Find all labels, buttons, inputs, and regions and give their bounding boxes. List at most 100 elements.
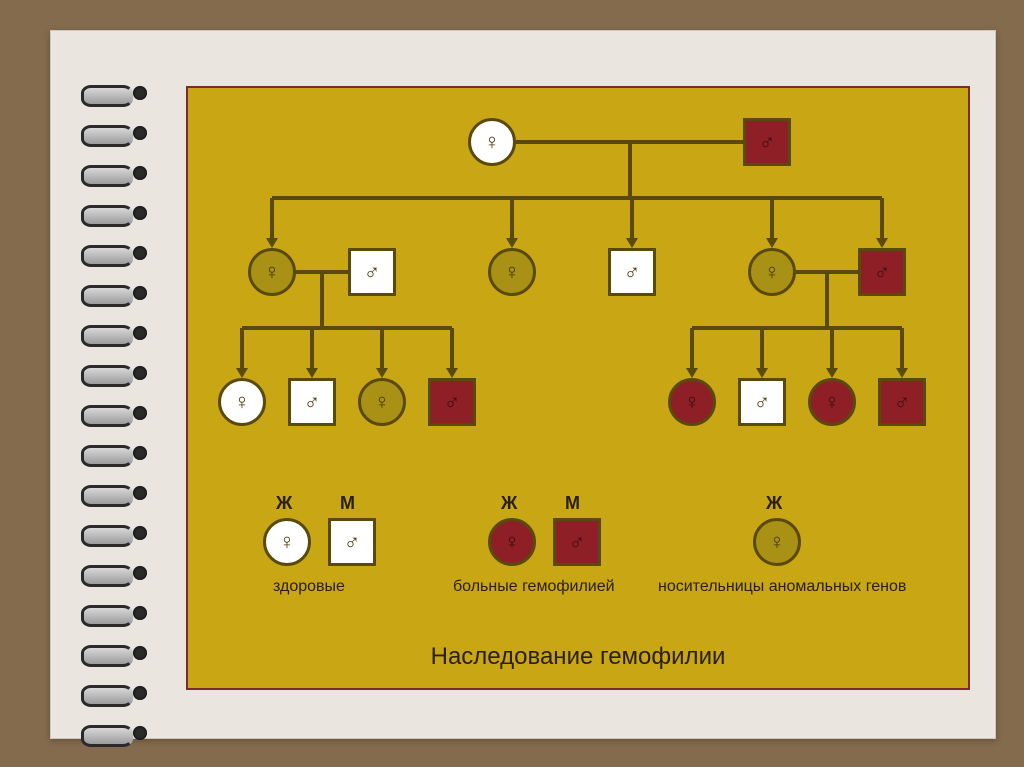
legend-sex-label: Ж: [501, 493, 517, 514]
node-male-healthy: ♂: [288, 378, 336, 426]
binding-ring: [81, 321, 145, 345]
connector-line: [380, 328, 384, 371]
ring-coil-icon: [81, 85, 133, 107]
arrowhead-icon: [376, 368, 388, 378]
node-male-affected: ♂: [858, 248, 906, 296]
binding-ring: [81, 401, 145, 425]
binding-ring: [81, 161, 145, 185]
binding-ring: [81, 121, 145, 145]
ring-hole-icon: [133, 726, 147, 740]
connector-line: [242, 326, 452, 330]
arrowhead-icon: [506, 238, 518, 248]
arrowhead-icon: [756, 368, 768, 378]
binding-ring: [81, 601, 145, 625]
diagram-title: Наследование гемофилии: [188, 643, 968, 671]
binding-ring: [81, 521, 145, 545]
female-symbol-icon: ♀: [504, 261, 521, 283]
arrowhead-icon: [626, 238, 638, 248]
female-symbol-icon: ♀: [764, 261, 781, 283]
female-symbol-icon: ♀: [279, 531, 296, 553]
connector-line: [310, 328, 314, 371]
ring-coil-icon: [81, 405, 133, 427]
ring-hole-icon: [133, 286, 147, 300]
male-symbol-icon: ♂: [569, 531, 586, 553]
ring-coil-icon: [81, 605, 133, 627]
binding-ring: [81, 681, 145, 705]
ring-hole-icon: [133, 326, 147, 340]
ring-coil-icon: [81, 245, 133, 267]
binding-ring: [81, 361, 145, 385]
node-male-healthy: ♂: [738, 378, 786, 426]
diagram-panel: Наследование гемофилии ♀ ♂ ♀ ♂ ♀ ♂ ♀ ♂ ♀ ♂ ♀ ♂ ♀ ♂ ♀ ♂ ♀…: [186, 86, 970, 690]
female-symbol-icon: ♀: [374, 391, 391, 413]
ring-hole-icon: [133, 406, 147, 420]
arrowhead-icon: [306, 368, 318, 378]
binding-ring: [81, 641, 145, 665]
legend-sex-label: М: [565, 493, 580, 514]
female-symbol-icon: ♀: [234, 391, 251, 413]
ring-hole-icon: [133, 86, 147, 100]
connector-line: [510, 198, 514, 241]
legend-caption: здоровые: [273, 578, 345, 596]
binding-ring: [81, 201, 145, 225]
connector-line: [900, 328, 904, 371]
ring-hole-icon: [133, 686, 147, 700]
arrowhead-icon: [686, 368, 698, 378]
legend-node-male-affected: ♂: [553, 518, 601, 566]
connector-line: [770, 198, 774, 241]
ring-coil-icon: [81, 725, 133, 747]
ring-hole-icon: [133, 486, 147, 500]
legend-sex-label: Ж: [766, 493, 782, 514]
ring-hole-icon: [133, 366, 147, 380]
female-symbol-icon: ♀: [484, 131, 501, 153]
male-symbol-icon: ♂: [624, 261, 641, 283]
arrowhead-icon: [266, 238, 278, 248]
node-female-affected: ♀: [668, 378, 716, 426]
binding-ring: [81, 81, 145, 105]
node-male-healthy: ♂: [608, 248, 656, 296]
binding-ring: [81, 561, 145, 585]
slide-frame: Наследование гемофилии ♀ ♂ ♀ ♂ ♀ ♂ ♀ ♂ ♀ ♂ ♀ ♂ ♀ ♂ ♀ ♂ ♀…: [0, 0, 1024, 767]
female-symbol-icon: ♀: [504, 531, 521, 553]
connector-line: [825, 272, 829, 328]
connector-line: [628, 142, 632, 198]
ring-hole-icon: [133, 206, 147, 220]
binding-ring: [81, 441, 145, 465]
ring-hole-icon: [133, 166, 147, 180]
binding-ring: [81, 721, 145, 745]
arrowhead-icon: [896, 368, 908, 378]
arrowhead-icon: [766, 238, 778, 248]
male-symbol-icon: ♂: [894, 391, 911, 413]
arrowhead-icon: [236, 368, 248, 378]
arrowhead-icon: [446, 368, 458, 378]
node-female-affected: ♀: [808, 378, 856, 426]
connector-line: [830, 328, 834, 371]
male-symbol-icon: ♂: [759, 131, 776, 153]
ring-coil-icon: [81, 205, 133, 227]
ring-hole-icon: [133, 246, 147, 260]
connector-line: [270, 198, 274, 241]
legend-node-male-healthy: ♂: [328, 518, 376, 566]
ring-hole-icon: [133, 126, 147, 140]
ring-coil-icon: [81, 445, 133, 467]
connector-line: [450, 328, 454, 371]
male-symbol-icon: ♂: [344, 531, 361, 553]
ring-coil-icon: [81, 365, 133, 387]
node-female-carrier: ♀: [248, 248, 296, 296]
male-symbol-icon: ♂: [364, 261, 381, 283]
connector-line: [320, 272, 324, 328]
legend-node-female-carrier: ♀: [753, 518, 801, 566]
male-symbol-icon: ♂: [304, 391, 321, 413]
ring-coil-icon: [81, 325, 133, 347]
node-female-healthy: ♀: [218, 378, 266, 426]
ring-coil-icon: [81, 485, 133, 507]
ring-coil-icon: [81, 525, 133, 547]
ring-hole-icon: [133, 526, 147, 540]
connector-line: [692, 326, 902, 330]
node-male-affected: ♂: [878, 378, 926, 426]
arrowhead-icon: [876, 238, 888, 248]
notebook-paper: Наследование гемофилии ♀ ♂ ♀ ♂ ♀ ♂ ♀ ♂ ♀ ♂ ♀ ♂ ♀ ♂ ♀ ♂ ♀…: [50, 30, 996, 739]
ring-coil-icon: [81, 125, 133, 147]
ring-coil-icon: [81, 565, 133, 587]
node-male-affected: ♂: [428, 378, 476, 426]
